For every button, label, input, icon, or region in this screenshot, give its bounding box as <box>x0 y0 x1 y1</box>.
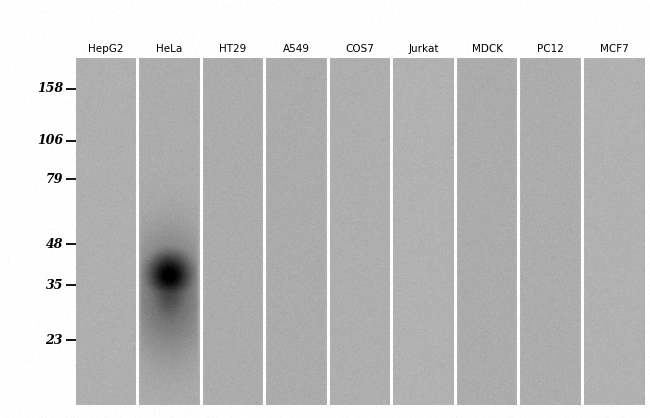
Text: 48: 48 <box>46 238 63 251</box>
Text: HT29: HT29 <box>219 44 246 54</box>
Text: A549: A549 <box>283 44 310 54</box>
Text: COS7: COS7 <box>346 44 374 54</box>
Text: HeLa: HeLa <box>156 44 183 54</box>
Text: MCF7: MCF7 <box>600 44 629 54</box>
Text: HepG2: HepG2 <box>88 44 124 54</box>
Text: 158: 158 <box>37 82 63 95</box>
Text: Jurkat: Jurkat <box>408 44 439 54</box>
Text: PC12: PC12 <box>538 44 564 54</box>
Text: MDCK: MDCK <box>472 44 502 54</box>
Text: 106: 106 <box>37 134 63 147</box>
Text: 79: 79 <box>46 173 63 186</box>
Text: 35: 35 <box>46 279 63 292</box>
Text: 23: 23 <box>46 334 63 347</box>
